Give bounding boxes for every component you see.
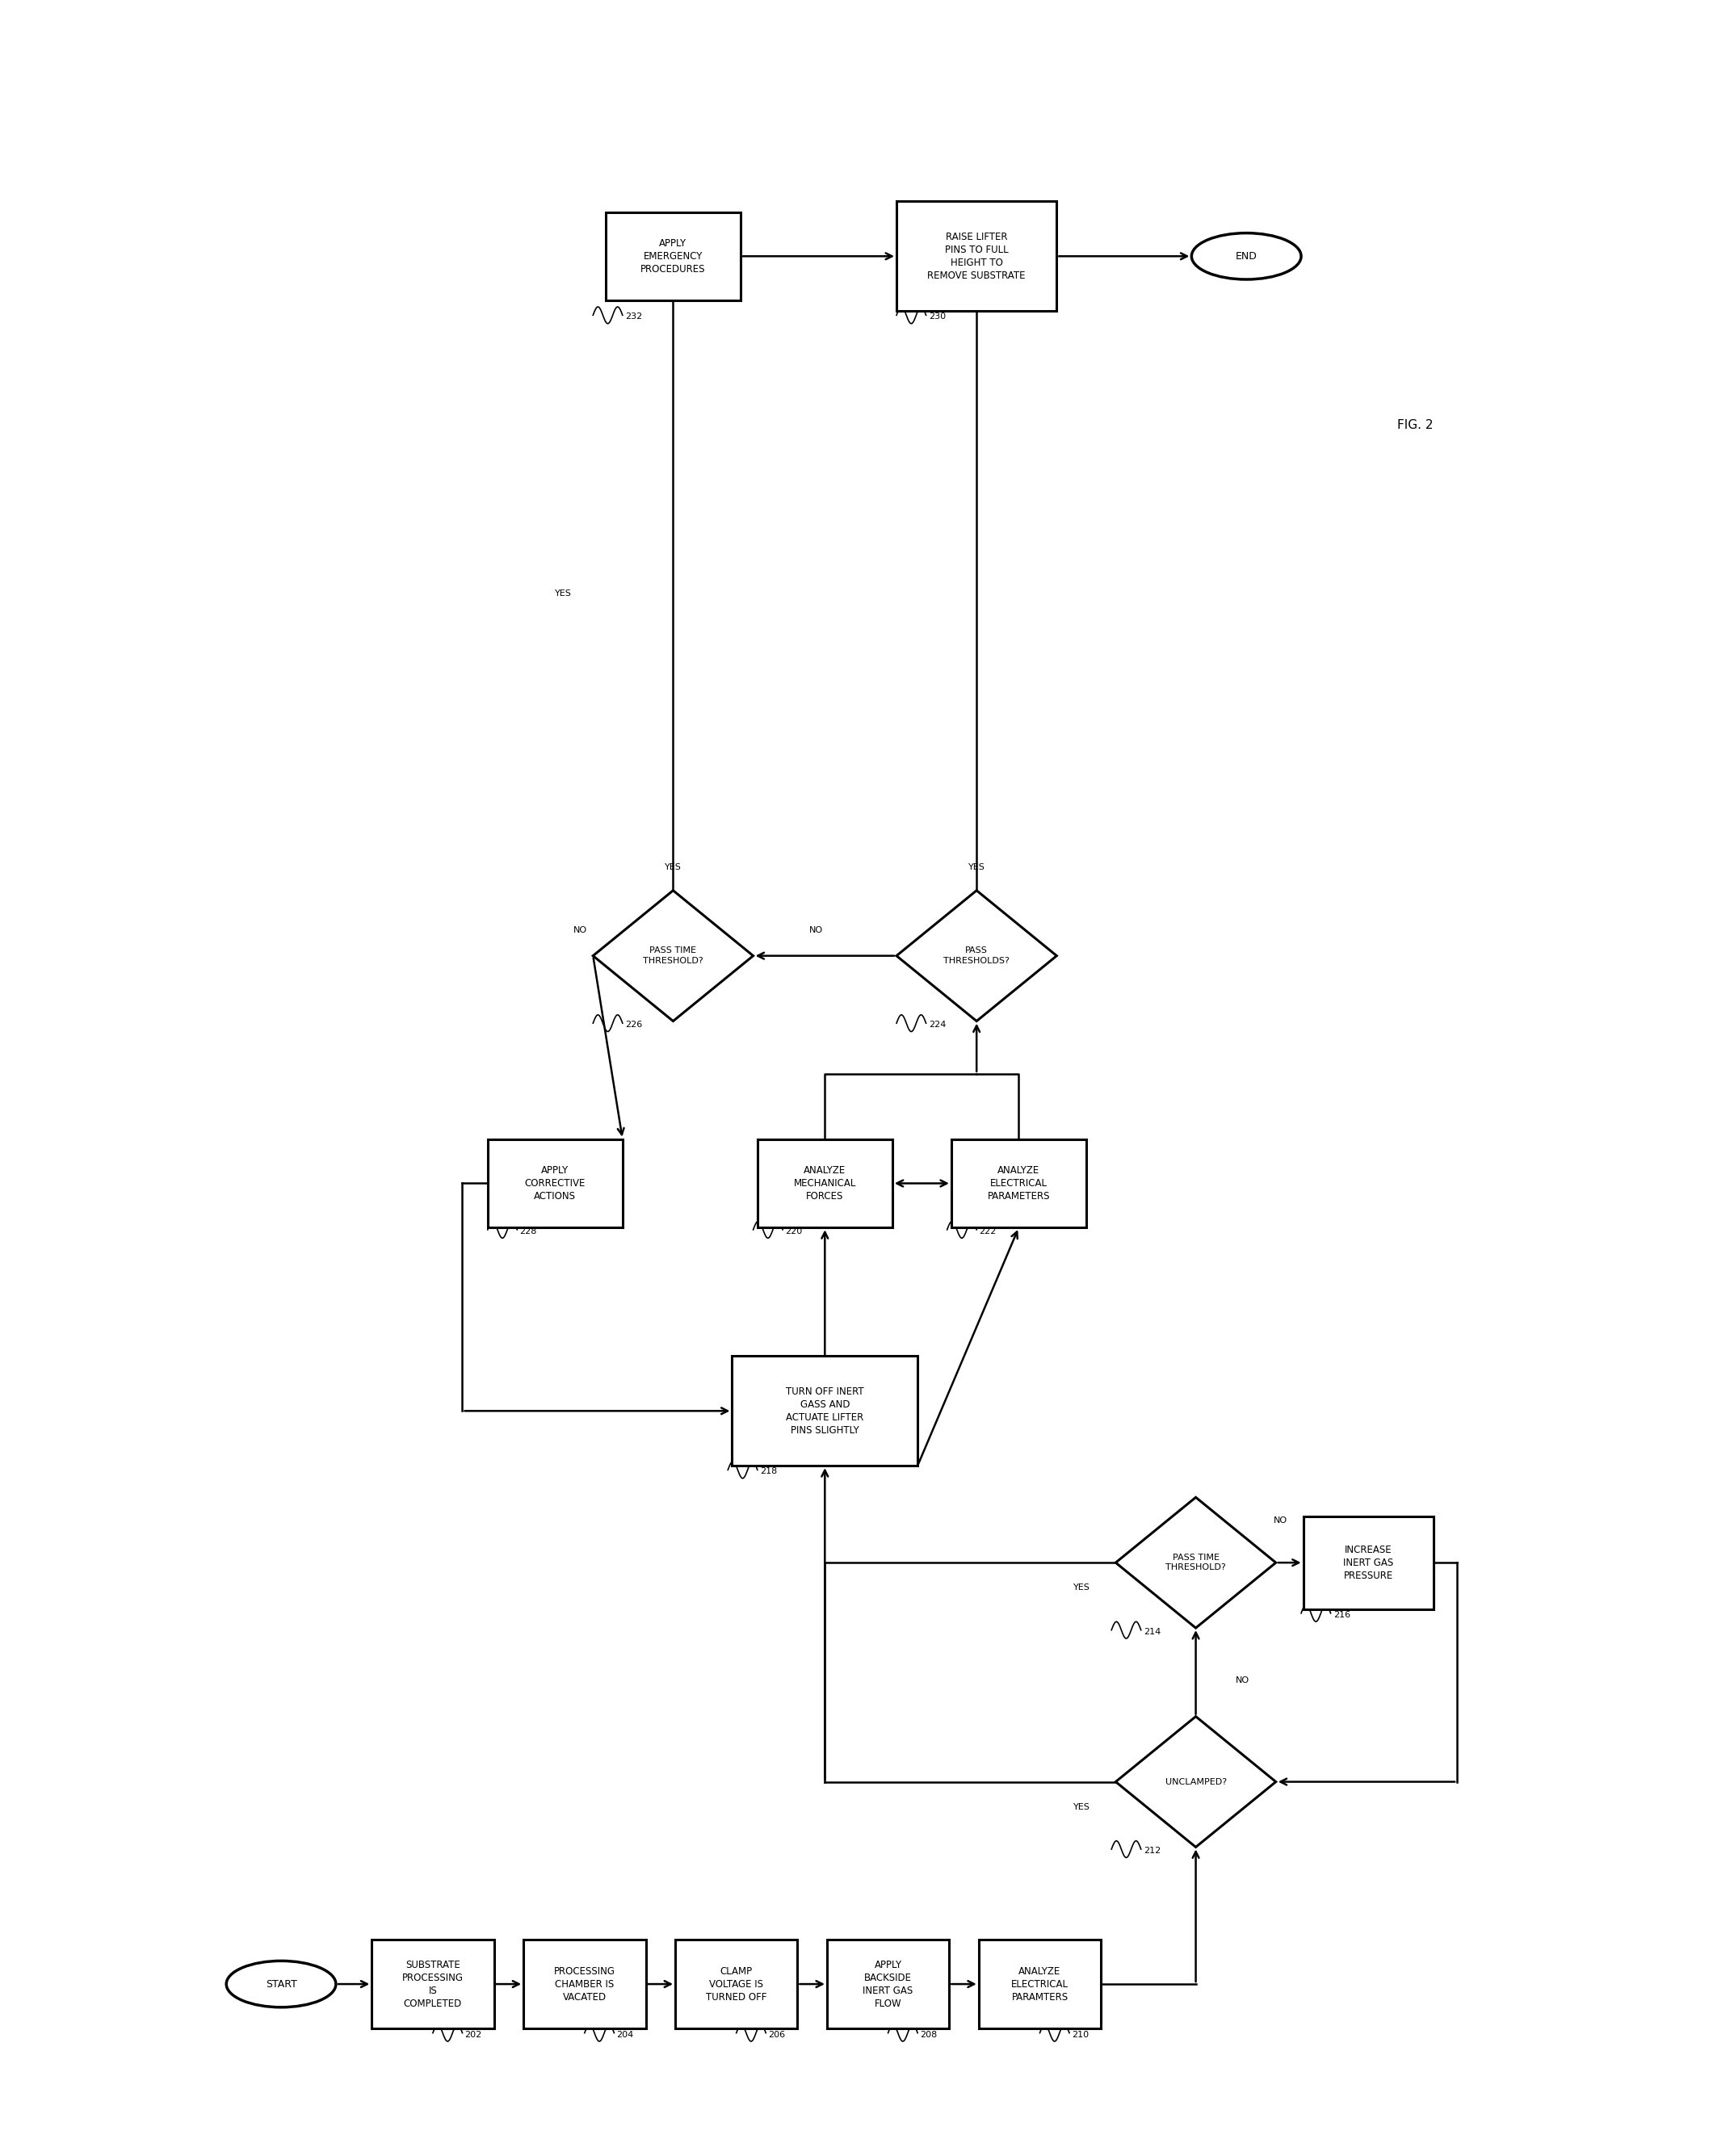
Text: PASS TIME
THRESHOLD?: PASS TIME THRESHOLD? <box>1165 1554 1226 1572</box>
Text: ANALYZE
ELECTRICAL
PARAMTERS: ANALYZE ELECTRICAL PARAMTERS <box>1011 1966 1068 2003</box>
Text: SUBSTRATE
PROCESSING
IS
COMPLETED: SUBSTRATE PROCESSING IS COMPLETED <box>402 1960 463 2009</box>
Text: YES: YES <box>1073 1585 1091 1591</box>
Text: 232: 232 <box>624 313 642 321</box>
Text: 212: 212 <box>1143 1848 1160 1854</box>
Text: PASS
THRESHOLDS?: PASS THRESHOLDS? <box>943 946 1009 966</box>
Text: INCREASE
INERT GAS
PRESSURE: INCREASE INERT GAS PRESSURE <box>1344 1544 1394 1580</box>
Text: PASS TIME
THRESHOLD?: PASS TIME THRESHOLD? <box>643 946 704 966</box>
Text: YES: YES <box>664 862 681 871</box>
Text: CLAMP
VOLTAGE IS
TURNED OFF: CLAMP VOLTAGE IS TURNED OFF <box>706 1966 766 2003</box>
Text: 220: 220 <box>786 1227 803 1235</box>
Polygon shape <box>593 890 753 1022</box>
Text: APPLY
CORRECTIVE
ACTIONS: APPLY CORRECTIVE ACTIONS <box>525 1164 586 1201</box>
FancyBboxPatch shape <box>758 1138 893 1227</box>
FancyBboxPatch shape <box>1304 1516 1434 1608</box>
Polygon shape <box>1115 1716 1276 1848</box>
FancyBboxPatch shape <box>605 211 740 300</box>
Text: ANALYZE
ELECTRICAL
PARAMETERS: ANALYZE ELECTRICAL PARAMETERS <box>987 1164 1051 1201</box>
Text: 216: 216 <box>1333 1611 1351 1619</box>
FancyBboxPatch shape <box>371 1940 494 2029</box>
FancyBboxPatch shape <box>732 1356 917 1466</box>
Text: YES: YES <box>555 589 572 597</box>
Text: 222: 222 <box>980 1227 997 1235</box>
Ellipse shape <box>1191 233 1300 280</box>
Text: ANALYZE
MECHANICAL
FORCES: ANALYZE MECHANICAL FORCES <box>794 1164 857 1201</box>
Text: FIG. 2: FIG. 2 <box>1398 418 1432 431</box>
Text: YES: YES <box>1073 1802 1091 1811</box>
Text: START: START <box>265 1979 297 1990</box>
FancyBboxPatch shape <box>896 201 1056 310</box>
Text: 204: 204 <box>617 2031 635 2040</box>
Text: 208: 208 <box>921 2031 938 2040</box>
Text: 224: 224 <box>928 1020 945 1028</box>
Text: NO: NO <box>1273 1516 1287 1524</box>
Text: 202: 202 <box>465 2031 482 2040</box>
Text: 214: 214 <box>1143 1628 1160 1636</box>
Text: 210: 210 <box>1072 2031 1089 2040</box>
Ellipse shape <box>227 1962 336 2007</box>
Text: TURN OFF INERT
GASS AND
ACTUATE LIFTER
PINS SLIGHTLY: TURN OFF INERT GASS AND ACTUATE LIFTER P… <box>786 1386 864 1436</box>
Text: APPLY
BACKSIDE
INERT GAS
FLOW: APPLY BACKSIDE INERT GAS FLOW <box>864 1960 914 2009</box>
Polygon shape <box>896 890 1056 1022</box>
FancyBboxPatch shape <box>978 1940 1101 2029</box>
Text: END: END <box>1236 250 1257 261</box>
Text: 228: 228 <box>520 1227 538 1235</box>
Text: RAISE LIFTER
PINS TO FULL
HEIGHT TO
REMOVE SUBSTRATE: RAISE LIFTER PINS TO FULL HEIGHT TO REMO… <box>928 231 1025 280</box>
Text: UNCLAMPED?: UNCLAMPED? <box>1165 1779 1226 1785</box>
Text: 206: 206 <box>768 2031 786 2040</box>
Text: 230: 230 <box>928 313 945 321</box>
Text: NO: NO <box>810 927 824 934</box>
Text: PROCESSING
CHAMBER IS
VACATED: PROCESSING CHAMBER IS VACATED <box>553 1966 616 2003</box>
FancyBboxPatch shape <box>524 1940 645 2029</box>
FancyBboxPatch shape <box>827 1940 948 2029</box>
FancyBboxPatch shape <box>487 1138 623 1227</box>
Text: NO: NO <box>574 927 588 934</box>
FancyBboxPatch shape <box>952 1138 1085 1227</box>
Text: 226: 226 <box>624 1020 642 1028</box>
FancyBboxPatch shape <box>675 1940 798 2029</box>
Text: YES: YES <box>968 862 985 871</box>
Text: APPLY
EMERGENCY
PROCEDURES: APPLY EMERGENCY PROCEDURES <box>640 237 706 274</box>
Text: 218: 218 <box>759 1468 777 1475</box>
Polygon shape <box>1115 1496 1276 1628</box>
Text: NO: NO <box>1235 1677 1248 1684</box>
